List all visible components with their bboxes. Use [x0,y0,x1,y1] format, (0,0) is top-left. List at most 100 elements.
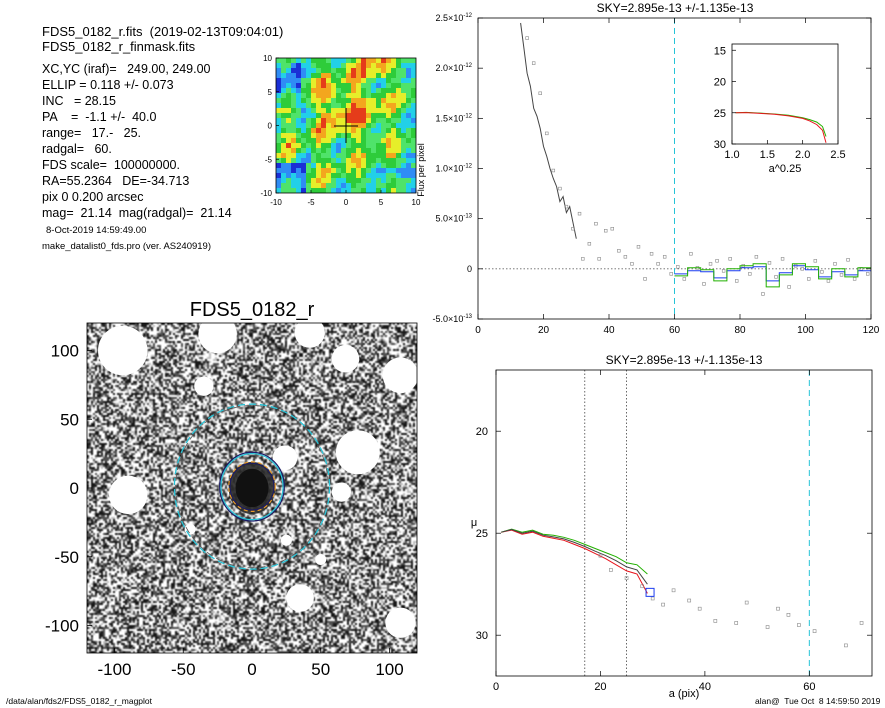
contour-cell [301,98,307,104]
contour-cell [396,173,402,179]
contour-cell [386,108,392,114]
contour-cell [331,83,337,89]
contour-cell [301,138,307,144]
contour-cell [291,173,297,179]
contour-cell [356,103,362,109]
contour-cell [336,78,342,84]
contour-cell [361,103,367,109]
contour-cell [366,183,372,189]
contour-cell [406,118,412,124]
contour-cell [321,68,327,74]
run-date: 8-Oct-2019 14:59:49.00 [46,225,147,236]
contour-cell [306,88,312,94]
flux-data-point [839,273,844,277]
contour-cell [306,183,312,189]
contour-cell [396,88,402,94]
flux-ytick-label: 1.0×10-12 [436,164,473,174]
flux-data-point [728,257,732,261]
contour-cell [301,128,307,134]
flux-data-point [761,292,765,296]
contour-cell [331,108,337,114]
contour-cell [371,103,377,109]
flux-data-point [833,262,837,266]
contour-cell [411,133,416,139]
contour-cell [346,138,352,144]
contour-cell [356,138,362,144]
sb-data-point [859,621,864,625]
contour-cell [371,188,377,193]
flux-data-point [597,257,601,261]
contour-cell [291,148,297,154]
img-ytick-label: -100 [45,617,79,636]
contour-cell [316,153,322,159]
contour-cell [361,93,367,99]
contour-cell [381,83,387,89]
contour-cell [336,118,342,124]
contour-cell [336,143,342,149]
contour-cell [311,173,317,179]
flux-ytick-label: 2.0×10-12 [436,63,473,73]
contour-cell [326,88,332,94]
contour-cell [311,153,317,159]
flux-data-point [577,211,582,216]
flux-data-point [708,262,713,266]
contour-cell [356,148,362,154]
contour-cell [306,158,312,164]
sb-data-point [786,612,791,617]
contour-cell [361,138,367,144]
contour-cell [351,83,357,89]
contour-cell [351,188,357,193]
contour-cell [296,58,302,64]
contour-cell [396,103,402,109]
sb-plot-title: SKY=2.895e-13 +/-1.135e-13 [606,353,763,367]
masked-region [272,445,298,471]
contour-cell [326,138,332,144]
contour-cell [391,188,397,193]
sb-line-green [501,528,648,575]
sb-data-point [765,625,770,629]
contour-cell [316,83,322,89]
contour-cell [346,78,352,84]
contour-cell [341,63,347,69]
img-ytick-label: 100 [51,342,79,361]
contour-cell [381,133,387,139]
sb-xtick-label: 60 [803,681,815,693]
contour-cell [396,128,402,134]
contour-cell [396,178,402,184]
contour-cell [341,93,347,99]
contour-cell [321,58,327,64]
contour-cell [386,88,392,94]
contour-cell [336,168,342,174]
contour-cell [386,168,392,174]
contour-cell [306,63,312,69]
contour-cell [366,138,372,144]
contour-cell [286,133,292,139]
param-pix: pix 0 0.200 arcsec [42,190,144,204]
contour-cell [286,83,292,89]
contour-cell [411,73,416,79]
contour-cell [381,108,387,114]
contour-cell [366,108,372,114]
contour-cell [341,68,347,74]
contour-cell [341,113,347,119]
contour-cell [346,118,352,124]
contour-cell [411,138,416,144]
contour-cell [376,63,382,69]
contour-cell [371,148,377,154]
contour-cell [291,153,297,159]
contour-cell [381,173,387,179]
contour-cell [316,113,322,119]
contour-cell [336,68,342,74]
program-name: make_datalist0_fds.pro (ver. AS240919) [42,241,211,252]
contour-cell [306,123,312,129]
flux-ytick-label: 0 [467,264,472,274]
contour-cell [306,98,312,104]
contour-cell [331,153,337,159]
contour-cell [391,73,397,79]
contour-cell [406,68,412,74]
contour-cell [341,148,347,154]
contour-cell [286,183,292,189]
contour-cell [281,103,287,109]
flux-data-point [610,227,614,231]
contour-cell [366,168,372,174]
